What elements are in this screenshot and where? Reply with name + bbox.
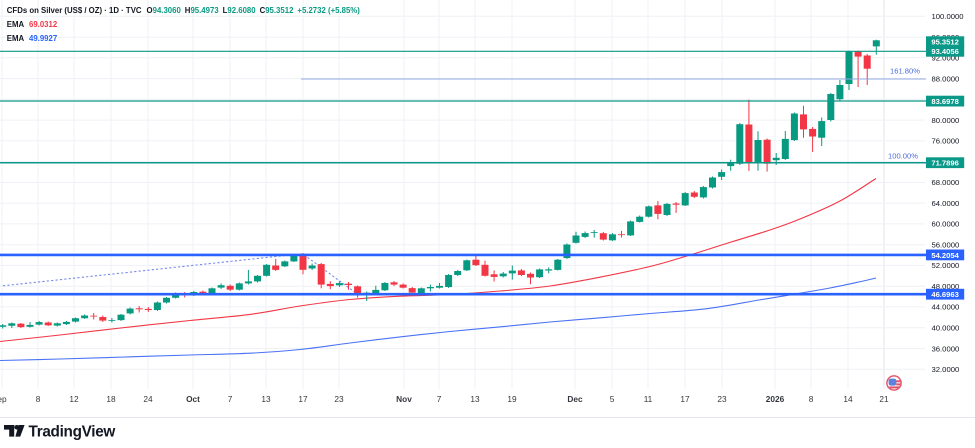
svg-text:52.0000: 52.0000 (932, 261, 960, 270)
svg-text:56.0000: 56.0000 (932, 241, 960, 250)
svg-text:54.2054: 54.2054 (931, 251, 959, 260)
svg-text:TradingView: TradingView (29, 424, 116, 441)
svg-text:18: 18 (106, 394, 116, 404)
svg-text:100.00%: 100.00% (888, 152, 918, 161)
svg-text:40.0000: 40.0000 (932, 324, 960, 333)
svg-text:44.0000: 44.0000 (932, 303, 960, 312)
svg-text:32.0000: 32.0000 (932, 365, 960, 374)
svg-text:17: 17 (298, 394, 308, 404)
svg-text:161.80%: 161.80% (890, 67, 920, 76)
svg-text:92.0000: 92.0000 (932, 54, 960, 63)
svg-text:46.6963: 46.6963 (931, 290, 958, 299)
svg-text:EMA 49.9927: EMA 49.9927 (7, 34, 57, 43)
svg-text:7: 7 (437, 394, 442, 404)
svg-text:36.0000: 36.0000 (932, 344, 960, 353)
svg-text:11: 11 (644, 394, 653, 404)
svg-text:EMA 69.0312: EMA 69.0312 (7, 20, 58, 29)
svg-text:Nov: Nov (396, 394, 412, 404)
svg-text:71.7896: 71.7896 (931, 159, 958, 168)
svg-text:5: 5 (610, 394, 615, 404)
svg-text:95.3512: 95.3512 (931, 38, 958, 47)
svg-text:83.6978: 83.6978 (931, 97, 958, 106)
svg-text:21: 21 (879, 394, 889, 404)
svg-text:48.0000: 48.0000 (932, 282, 960, 291)
svg-text:8: 8 (809, 394, 814, 404)
svg-text:Dec: Dec (567, 394, 583, 404)
svg-text:17: 17 (680, 394, 690, 404)
svg-text:76.0000: 76.0000 (932, 137, 960, 146)
svg-text:14: 14 (843, 394, 853, 404)
svg-text:64.0000: 64.0000 (932, 199, 960, 208)
svg-text:68.0000: 68.0000 (932, 178, 960, 187)
svg-text:80.0000: 80.0000 (932, 116, 960, 125)
svg-text:12: 12 (69, 394, 79, 404)
svg-text:7: 7 (228, 394, 233, 404)
svg-text:24: 24 (143, 394, 153, 404)
svg-text:93.4056: 93.4056 (931, 47, 958, 56)
svg-text:2026: 2026 (766, 394, 785, 404)
svg-text:88.0000: 88.0000 (932, 74, 960, 83)
svg-text:8: 8 (36, 394, 41, 404)
svg-text:ep: ep (0, 394, 7, 404)
svg-text:Oct: Oct (186, 394, 200, 404)
svg-text:19: 19 (507, 394, 517, 404)
svg-text:100.0000: 100.0000 (932, 12, 964, 21)
svg-text:23: 23 (717, 394, 727, 404)
svg-text:23: 23 (334, 394, 344, 404)
svg-text:60.0000: 60.0000 (932, 220, 960, 229)
svg-text:13: 13 (470, 394, 480, 404)
svg-text:13: 13 (261, 394, 271, 404)
